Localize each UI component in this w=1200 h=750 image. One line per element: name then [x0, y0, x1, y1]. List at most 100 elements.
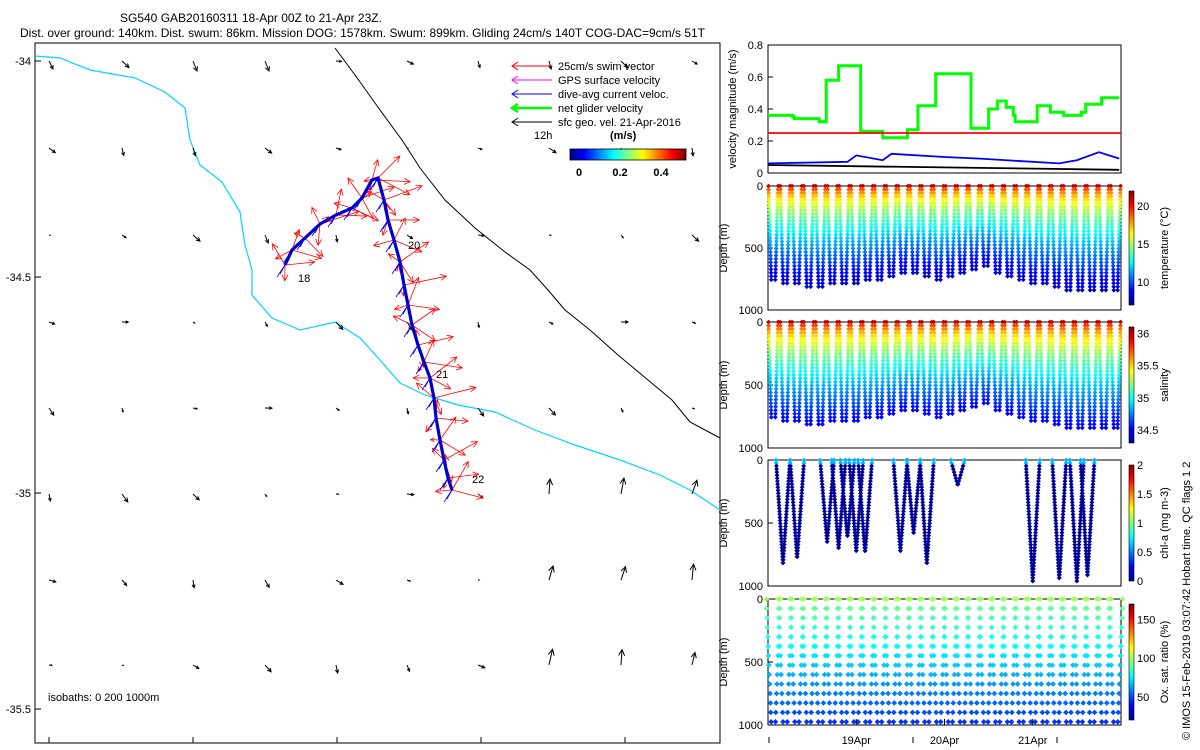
geo-velocity-arrow [546, 477, 554, 495]
geo-velocity-arrow-head [264, 239, 270, 245]
profile-dot [814, 242, 820, 248]
velocity-ytick-label: 0.2 [748, 136, 763, 148]
swim-vector-head [415, 382, 424, 390]
geo-velocity-arrow [548, 60, 553, 71]
swim-vector [377, 177, 411, 195]
geo-velocity-arrow-head [690, 651, 697, 659]
glider-track [283, 175, 454, 491]
swim-vector-shaft [451, 461, 469, 491]
geo-velocity-arrow [48, 664, 53, 667]
geo-velocity-arrow-head [410, 492, 415, 497]
colorbar-tick-label: 2 [1137, 460, 1143, 472]
geo-velocity-arrow [406, 234, 414, 240]
colorbar-title: (m/s) [610, 130, 637, 142]
profile-dot [787, 190, 793, 196]
geo-velocity-arrow-head [481, 233, 486, 238]
colorbar-tick-label: 1 [1137, 518, 1143, 530]
geo-velocity-arrow-shaft [620, 477, 625, 495]
colorbar-tick-label: 0.5 [1137, 547, 1152, 559]
profile-dot [833, 221, 839, 227]
profile-dot [820, 259, 826, 265]
geo-velocity-arrow-head [51, 321, 56, 325]
geo-velocity-arrow-shaft [548, 565, 554, 581]
swim-vector-head [439, 274, 448, 281]
profile-dot [826, 214, 831, 220]
profile-dot [802, 211, 808, 217]
profile-dot [790, 200, 796, 206]
geo-velocity-arrow-head [618, 648, 626, 656]
swim-vector [433, 385, 477, 399]
swim-vector-head [449, 416, 457, 424]
profile-ytick-label: 0 [757, 594, 763, 606]
profile-dot [821, 235, 827, 241]
swim-vector-head [367, 212, 374, 220]
profile-dot [815, 266, 821, 272]
geo-velocity-arrow-head [121, 410, 124, 414]
swim-vector-shaft [447, 473, 479, 479]
geo-velocity-arrow-head [549, 234, 552, 236]
swim-vector [443, 441, 479, 461]
geo-velocity-arrow-head [693, 407, 696, 410]
geo-velocity-arrow [406, 407, 410, 415]
swim-vector-head [372, 158, 380, 167]
geo-velocity-arrow-shaft [48, 407, 55, 416]
swim-vector-head [281, 274, 289, 282]
swim-vector [347, 177, 363, 199]
profile-dot [773, 259, 779, 265]
geo-velocity-arrow-shaft [192, 147, 196, 156]
swim-vector-head [399, 217, 406, 225]
swim-vector [434, 487, 453, 495]
geo-velocity-arrow [548, 147, 557, 154]
legend-arrowhead [509, 102, 519, 114]
geo-velocity-arrow-shaft [406, 60, 414, 65]
profile-dot [796, 280, 802, 286]
profile-ytick-label: 1000 [739, 443, 763, 455]
profile-dot [797, 259, 802, 265]
map-ytick-label: -35 [15, 488, 31, 500]
swim-vector [281, 264, 289, 282]
swim-vector [393, 217, 406, 241]
swim-vector-head [372, 240, 381, 248]
profile-dot [792, 273, 798, 279]
swim-vector-shaft [334, 202, 353, 209]
geo-velocity-arrow [335, 493, 340, 496]
swim-vector-head [407, 275, 414, 284]
swim-vector-head [393, 155, 401, 163]
geo-velocity-arrow [618, 648, 626, 666]
geo-velocity-arrow-head [619, 476, 627, 485]
geo-velocity-arrow-head [195, 665, 200, 669]
colorbar-tick-label: 10 [1137, 277, 1149, 289]
geo-velocity-arrow-shaft [406, 493, 414, 496]
velocity-ytick-label: 0.6 [748, 72, 763, 84]
profile-dot [784, 280, 790, 286]
track-label-21: 21 [436, 369, 448, 381]
geo-velocity-arrow-head [195, 496, 200, 501]
swim-vector [335, 212, 368, 220]
profile-dot [785, 266, 790, 272]
isobath-1000m [334, 47, 720, 439]
swim-vector [451, 489, 484, 500]
geo-velocity-arrow-head [337, 493, 340, 496]
profile-dot [768, 266, 774, 272]
swim-vector [291, 249, 323, 261]
geo-velocity-arrow-shaft [192, 60, 198, 72]
legend-arrowhead [511, 117, 519, 127]
geo-velocity-arrow-shaft [121, 60, 130, 68]
swim-vector [447, 471, 480, 479]
swim-vector-head [470, 441, 479, 448]
geo-velocity-arrow-head [550, 322, 554, 325]
profile-dot [820, 273, 826, 279]
geo-velocity-arrow-head [265, 583, 270, 589]
swim-vector-shaft [347, 177, 363, 199]
profile-dot [777, 187, 783, 192]
map-colorbar [569, 148, 687, 161]
swim-vector-shaft [311, 207, 321, 225]
profile-dot [826, 218, 831, 224]
geo-velocity-arrow [691, 60, 699, 65]
velocity-ylabel: velocity magnitude (m/s) [727, 49, 739, 168]
geo-velocity-arrow [264, 147, 273, 154]
swim-vector-head [461, 417, 469, 424]
